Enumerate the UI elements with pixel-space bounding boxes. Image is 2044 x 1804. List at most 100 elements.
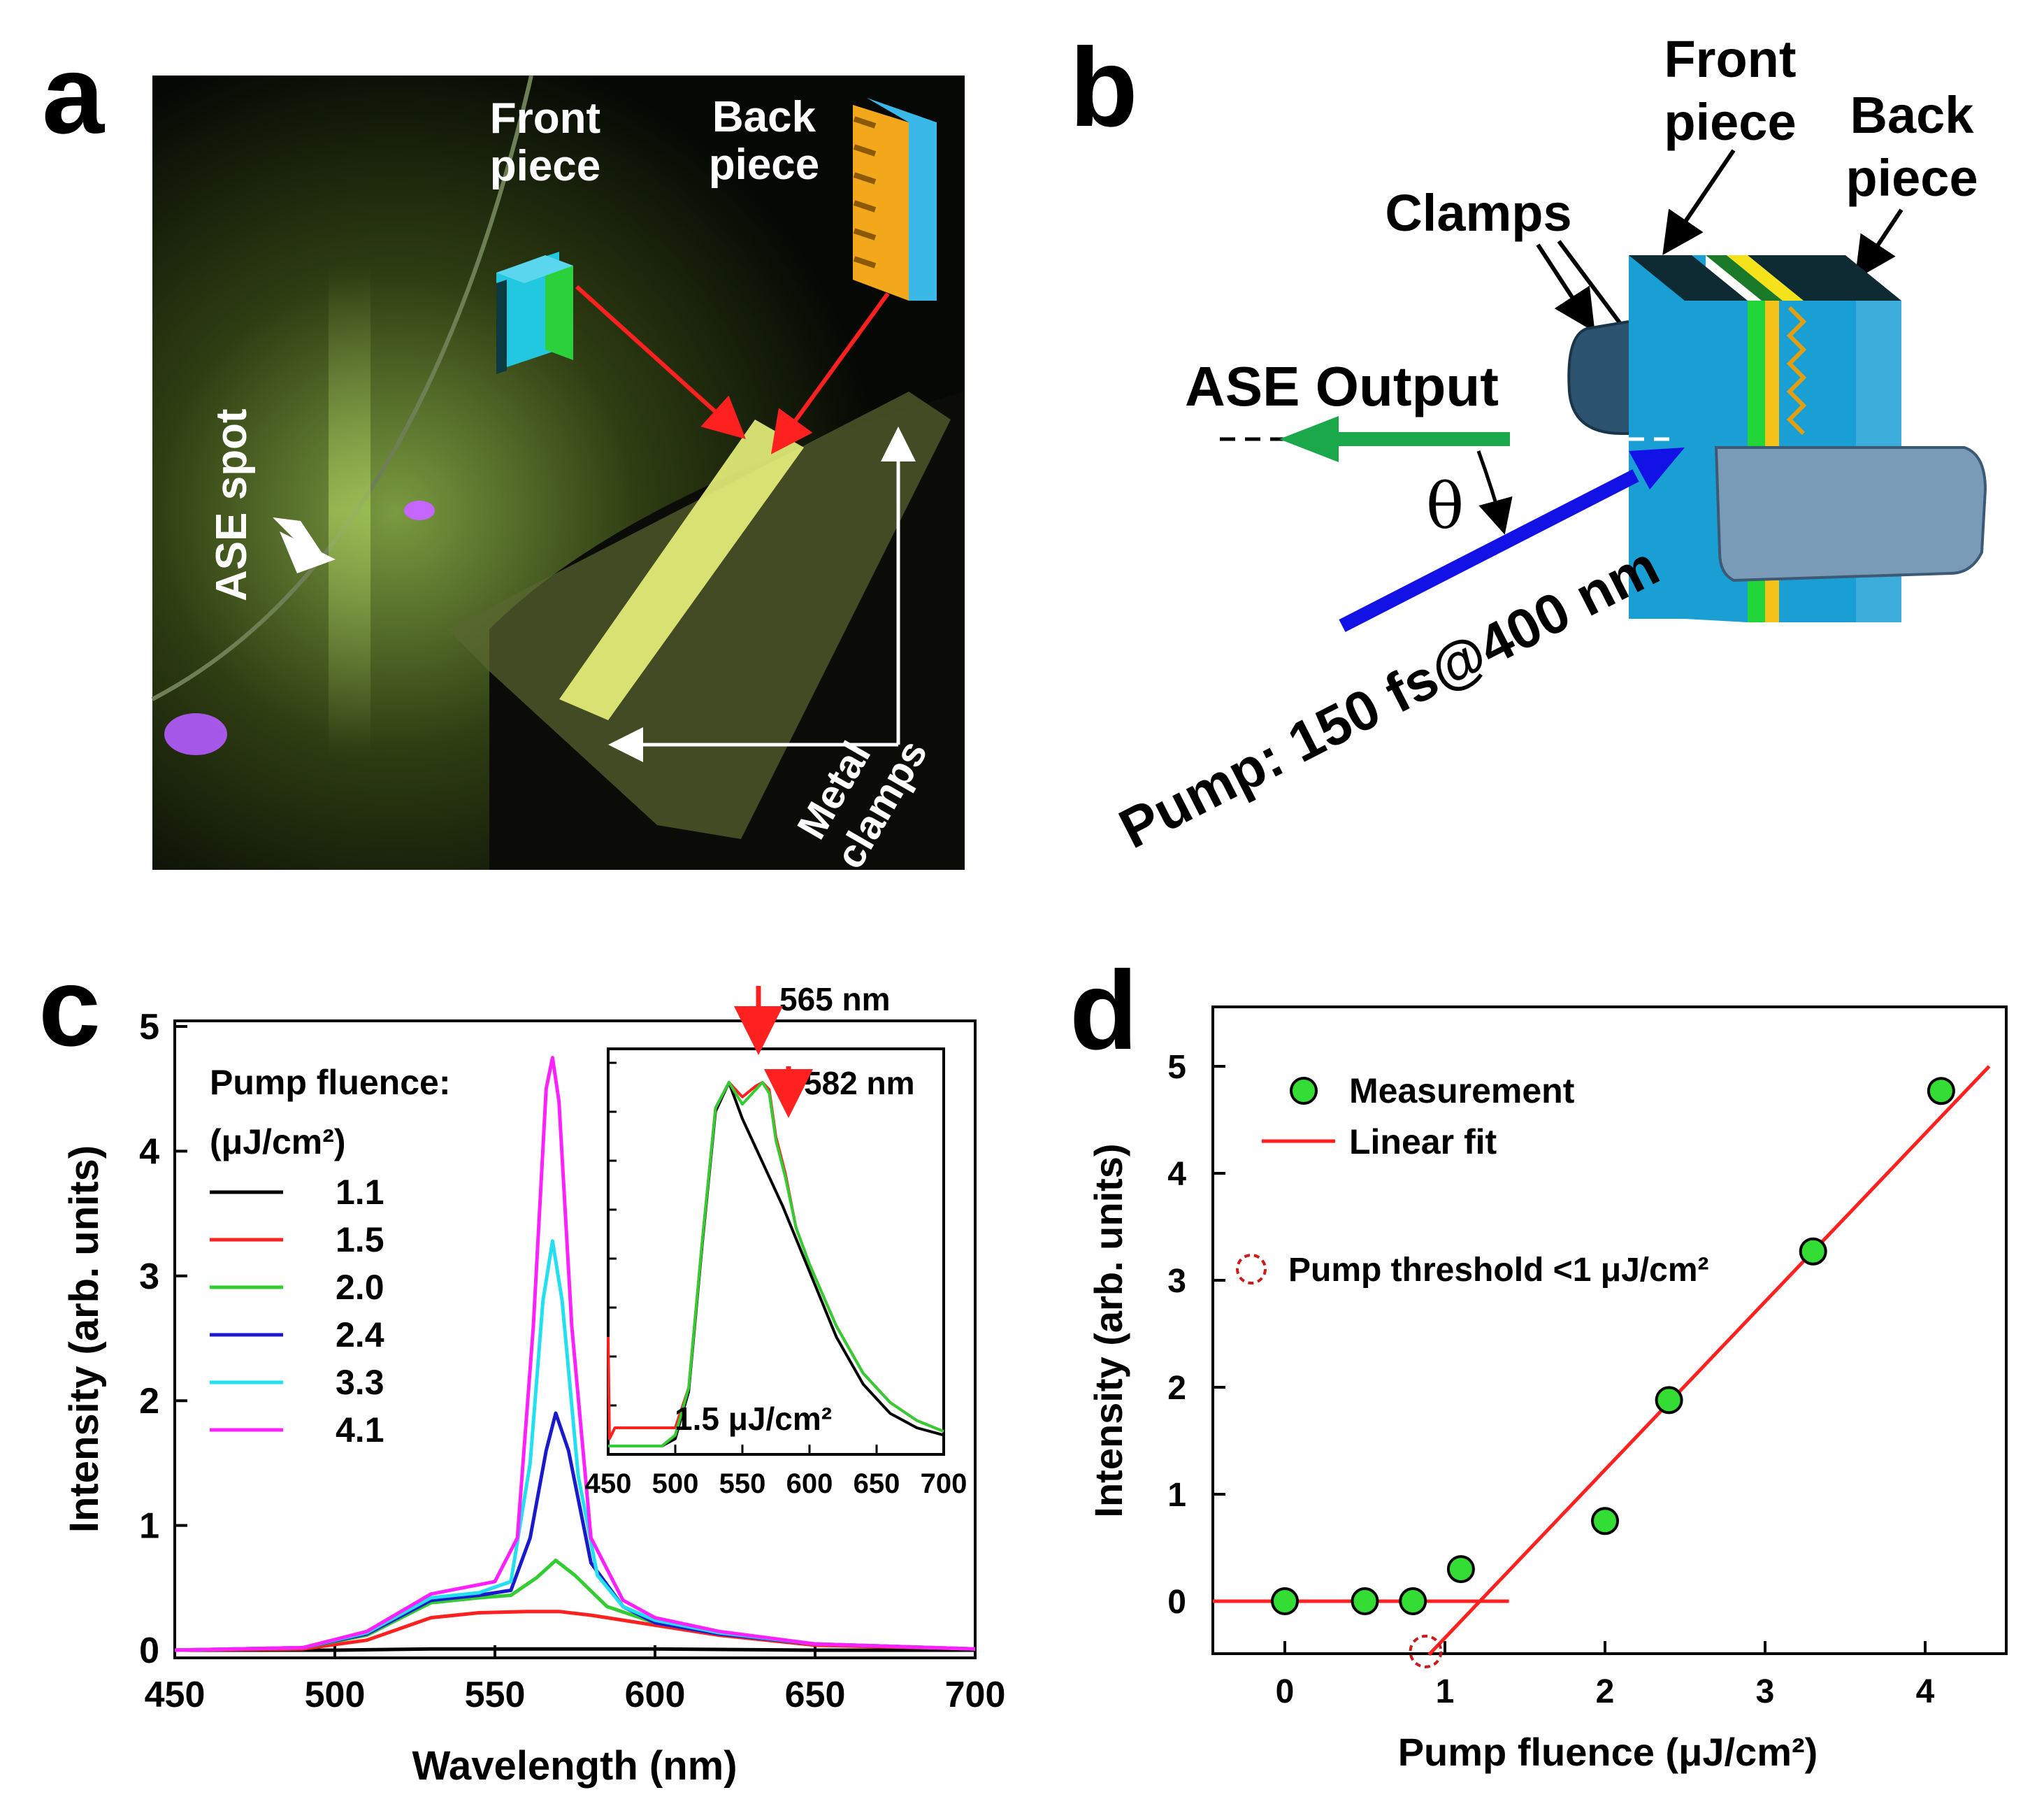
panel-d: d 0 1 2 3 4 0 1 2 3 4 5 Pump fluence (μJ/cm²) Inte…: [1070, 947, 2008, 1774]
c-legend-entry: 2.0: [336, 1268, 384, 1307]
d-ytick-label: 3: [1167, 1263, 1186, 1300]
front-piece-arrow: [575, 285, 746, 440]
theta-arc: [1476, 450, 1513, 535]
d-legend-measurement: Measurement: [1349, 1071, 1575, 1110]
c-xtick-label: 500: [305, 1675, 366, 1715]
d-threshold-marker: [1236, 1254, 1267, 1284]
d-ylabel: Intensity (arb. units): [1086, 1143, 1130, 1517]
c-series-3-3: [174, 1239, 976, 1652]
a-front-piece-line2: piece: [490, 142, 601, 190]
c-ytick-label: 0: [139, 1631, 159, 1671]
b-clamps-label: Clamps: [1385, 184, 1571, 242]
c-xlabel: Wavelength (nm): [412, 1743, 737, 1789]
pump-arrowhead: [1629, 448, 1685, 489]
b-ase-output-label: ASE Output: [1185, 355, 1499, 417]
c-xtick-label: 650: [785, 1675, 846, 1715]
d-plot-frame: [1211, 1005, 2008, 1655]
d-xtick-label: 4: [1916, 1673, 1935, 1710]
a-back-piece-line2: piece: [709, 141, 820, 189]
a-front-piece-line1: Front: [490, 94, 600, 143]
c-ytick-label: 2: [139, 1381, 159, 1422]
panel-b-label: b: [1070, 24, 1138, 150]
d-xlabel: Pump fluence (μJ/cm²): [1398, 1730, 1818, 1774]
a-ase-spot-label: ASE spot: [208, 408, 256, 601]
back-piece-icon: [853, 98, 937, 301]
panel-a-label: a: [42, 31, 105, 157]
c-legend-title: Pump fluence:: [210, 1063, 450, 1102]
sample-holder: [447, 392, 951, 839]
front-piece-icon: [496, 252, 573, 374]
c-series-4-1: [174, 1056, 976, 1652]
b-back-line2: piece: [1845, 149, 1978, 207]
c-inset-frame: [607, 1047, 945, 1456]
b-back-arrow: [1855, 208, 1903, 280]
c-legend-entry: 2.4: [336, 1315, 384, 1354]
c-peak2-label: 582 nm: [804, 1065, 915, 1101]
d-xtick-label: 0: [1276, 1673, 1295, 1710]
c-peak1-label: 565 nm: [779, 981, 891, 1017]
pump-arrow: [1339, 469, 1639, 632]
back-piece-arrow: [770, 292, 890, 454]
c-legend: 1.1 1.5 2.0 2.4 3.3 4.1: [210, 1173, 384, 1449]
c-legend-entry: 4.1: [336, 1410, 384, 1449]
c-xtick-label: 700: [945, 1675, 1006, 1715]
purple-spot-2: [164, 713, 227, 755]
d-fit-slope: [1427, 1065, 1991, 1656]
d-ticks: 0 1 2 3 4 0 1 2 3 4 5: [1167, 1049, 1934, 1710]
b-front-line1: Front: [1664, 30, 1796, 88]
c-inset-xtick-label: 450: [585, 1468, 632, 1499]
d-threshold-point: [1409, 1634, 1443, 1668]
c-legend-entry: 1.1: [336, 1173, 384, 1212]
panel-d-label: d: [1070, 947, 1138, 1073]
purple-spot: [404, 501, 435, 520]
c-inset-label: 1.5 μJ/cm²: [675, 1401, 832, 1437]
d-ytick-label: 0: [1167, 1584, 1186, 1621]
panel-b: b Front piece Back piece Clamps: [1070, 24, 1987, 860]
d-data-point: [1351, 1587, 1379, 1615]
c-inset-xtick-label: 500: [652, 1468, 699, 1499]
panel-c-label: c: [38, 944, 101, 1069]
panel-a: a Front piece Back piece: [42, 31, 965, 876]
a-back-piece-line1: Back: [712, 93, 816, 141]
d-threshold-note: Pump threshold <1 μJ/cm²: [1288, 1252, 1709, 1289]
d-legend-fit: Linear fit: [1349, 1122, 1497, 1161]
c-xtick-label: 600: [625, 1675, 686, 1715]
b-pump-label: Pump: 150 fs@400 nm: [1109, 534, 1668, 860]
d-ytick-label: 2: [1167, 1370, 1186, 1407]
c-ytick-label: 3: [139, 1257, 159, 1297]
b-front-line2: piece: [1664, 93, 1796, 151]
c-ytick-label: 1: [139, 1506, 159, 1547]
c-xtick-label: 550: [465, 1675, 526, 1715]
c-ytick-label: 4: [139, 1131, 159, 1172]
c-xtick-label: 450: [145, 1675, 206, 1715]
c-inset-xtick-label: 550: [719, 1468, 766, 1499]
c-series-1-1: [175, 1647, 975, 1652]
d-data-point: [1591, 1507, 1619, 1535]
b-theta: θ: [1426, 470, 1464, 543]
c-plot-frame: [173, 1019, 977, 1659]
c-legend-units: (μJ/cm²): [210, 1122, 346, 1161]
ase-glow: [329, 266, 370, 755]
b-front-arrow: [1662, 149, 1736, 255]
c-legend-entry: 1.5: [336, 1220, 384, 1259]
clamp-front: [1714, 446, 1987, 582]
d-data-point: [1655, 1386, 1683, 1415]
ase-spot-arrow-head: [280, 531, 336, 573]
ase-output-arrowhead: [1279, 416, 1339, 462]
c-series: [174, 1056, 976, 1652]
d-ytick-label: 4: [1167, 1156, 1186, 1193]
c-ticks: 450 500 550 600 650 700 0 1 2 3 4 5: [139, 1007, 1005, 1715]
d-series: [1212, 1065, 1991, 1668]
d-data-point: [1399, 1587, 1427, 1615]
d-xtick-label: 3: [1756, 1673, 1775, 1710]
d-ytick-label: 1: [1167, 1477, 1186, 1514]
d-data-point: [1271, 1587, 1299, 1615]
d-data-point: [1446, 1555, 1475, 1584]
b-back-line1: Back: [1850, 86, 1975, 144]
c-ylabel: Intensity (arb. units): [62, 1145, 107, 1533]
c-legend-entry: 3.3: [336, 1363, 384, 1402]
d-legend-marker: [1290, 1077, 1318, 1105]
c-ytick-label: 5: [139, 1007, 159, 1047]
d-ytick-label: 5: [1167, 1049, 1186, 1086]
